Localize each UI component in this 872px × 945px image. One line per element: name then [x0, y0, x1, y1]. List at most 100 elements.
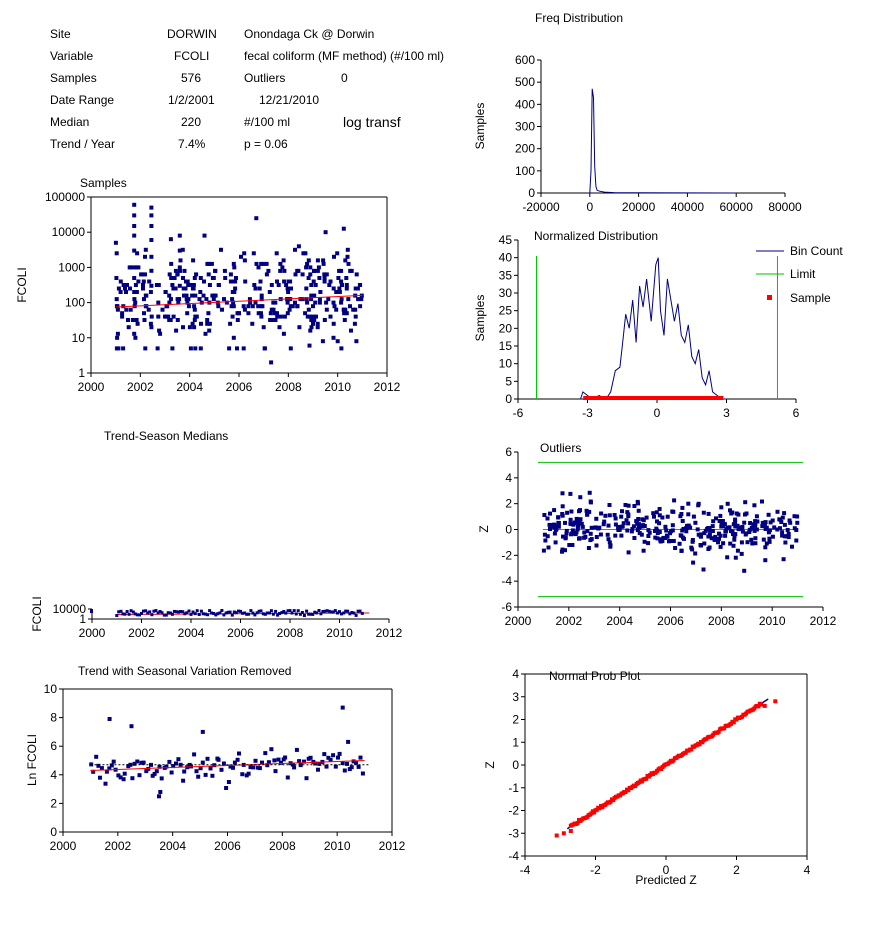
samples-point [288, 346, 293, 351]
trend_removed-point [263, 751, 268, 756]
outliers-point [542, 513, 547, 517]
samples-point [231, 261, 236, 266]
samples-point [246, 304, 251, 309]
trend_season-point [148, 610, 152, 614]
outliers-point [712, 537, 717, 542]
samples-point [126, 318, 130, 322]
outliers-point [760, 499, 764, 504]
trend_season-point [239, 609, 242, 613]
trend_season-point [296, 609, 300, 613]
date-start: 1/2/2001 [168, 93, 215, 107]
samples-point [339, 283, 344, 287]
samples-point [210, 276, 215, 280]
normalized-xtick-label: -6 [513, 406, 524, 420]
outliers-point [733, 520, 738, 524]
trend_season-point [317, 609, 321, 612]
trend_removed-point [196, 774, 201, 779]
samples-point [209, 261, 214, 266]
outliers-point [607, 503, 612, 507]
samples-point [328, 279, 333, 284]
outliers-point [548, 527, 552, 531]
outliers-point [613, 533, 618, 538]
samples-point [230, 297, 235, 302]
outliers-point [597, 525, 602, 530]
outliers-point [763, 558, 768, 563]
normprob-point [611, 798, 616, 803]
samples-point [185, 300, 190, 305]
outliers-point [673, 546, 678, 550]
samples-point [174, 328, 179, 333]
outliers-point [654, 526, 659, 531]
samples-title: Samples [80, 176, 127, 190]
outliers-point [782, 511, 787, 516]
outliers-point [672, 498, 677, 503]
samples-point [190, 293, 195, 298]
trend_removed-point [176, 757, 181, 762]
outliers-point [751, 522, 756, 527]
outliers-point [594, 543, 599, 548]
samples-point [264, 261, 269, 266]
samples-point [256, 265, 261, 270]
trend_season-point [142, 609, 145, 613]
trend_season-point [169, 611, 172, 615]
outliers-point [593, 525, 598, 530]
outliers-point [657, 507, 662, 511]
outliers-point [624, 518, 629, 523]
samples-point [167, 300, 172, 305]
samples-point [133, 283, 138, 287]
samples-point [134, 290, 139, 294]
trend_removed-point [111, 759, 116, 764]
normprob-xtick-label: -2 [590, 863, 601, 877]
outliers-point [740, 529, 745, 534]
samples-point [206, 311, 211, 316]
samples-point [147, 279, 152, 284]
normprob-point [740, 714, 744, 719]
samples-point [341, 307, 346, 312]
outliers-point [739, 551, 744, 556]
trend_season-point [329, 610, 333, 614]
samples-point [120, 314, 125, 319]
outliers-point [580, 524, 585, 529]
trend_season-point [129, 609, 133, 613]
outliers-ytick-label: -4 [501, 574, 512, 588]
samples-point [344, 311, 349, 316]
samples-point [132, 202, 137, 207]
trend_removed-point [141, 760, 146, 765]
trend_season-point [144, 609, 148, 613]
samples-point [118, 279, 123, 284]
trend_removed-ytick-label: 6 [50, 739, 57, 753]
samples-point [120, 311, 125, 316]
samples-ytick-label: 100000 [45, 190, 85, 204]
samples-point [314, 314, 318, 319]
trend_removed-point [126, 764, 131, 769]
trend_removed-point [109, 763, 114, 768]
samples-point [178, 258, 183, 263]
outliers-point [706, 547, 711, 551]
samples-point [143, 272, 147, 277]
samples-label: Samples [50, 71, 97, 85]
normprob-point [756, 704, 761, 709]
trend_removed-point [158, 790, 163, 794]
trend_season-point [224, 611, 228, 615]
samples-point [277, 325, 282, 330]
trend_season-point [282, 610, 286, 613]
outliers-point [691, 514, 696, 519]
outliers-point [563, 548, 567, 553]
normalized-ytick-label: 35 [499, 268, 513, 282]
trend_removed-point [103, 781, 108, 786]
samples-point [149, 254, 154, 259]
trend_season-point [166, 611, 170, 615]
samples-point [278, 268, 283, 273]
outliers-ytick-label: 0 [505, 523, 512, 537]
normalized-ytick-label: 40 [499, 251, 513, 265]
outliers-point [729, 529, 733, 533]
outliers-point [770, 518, 775, 523]
trend_season-point [253, 613, 257, 617]
samples-point [228, 279, 233, 284]
samples-point [168, 318, 173, 322]
samples-ytick-label: 1 [78, 366, 85, 380]
outliers-point [702, 531, 707, 536]
trend_removed-point [216, 757, 221, 762]
samples-point [193, 293, 198, 298]
trend_removed-point [178, 762, 183, 767]
